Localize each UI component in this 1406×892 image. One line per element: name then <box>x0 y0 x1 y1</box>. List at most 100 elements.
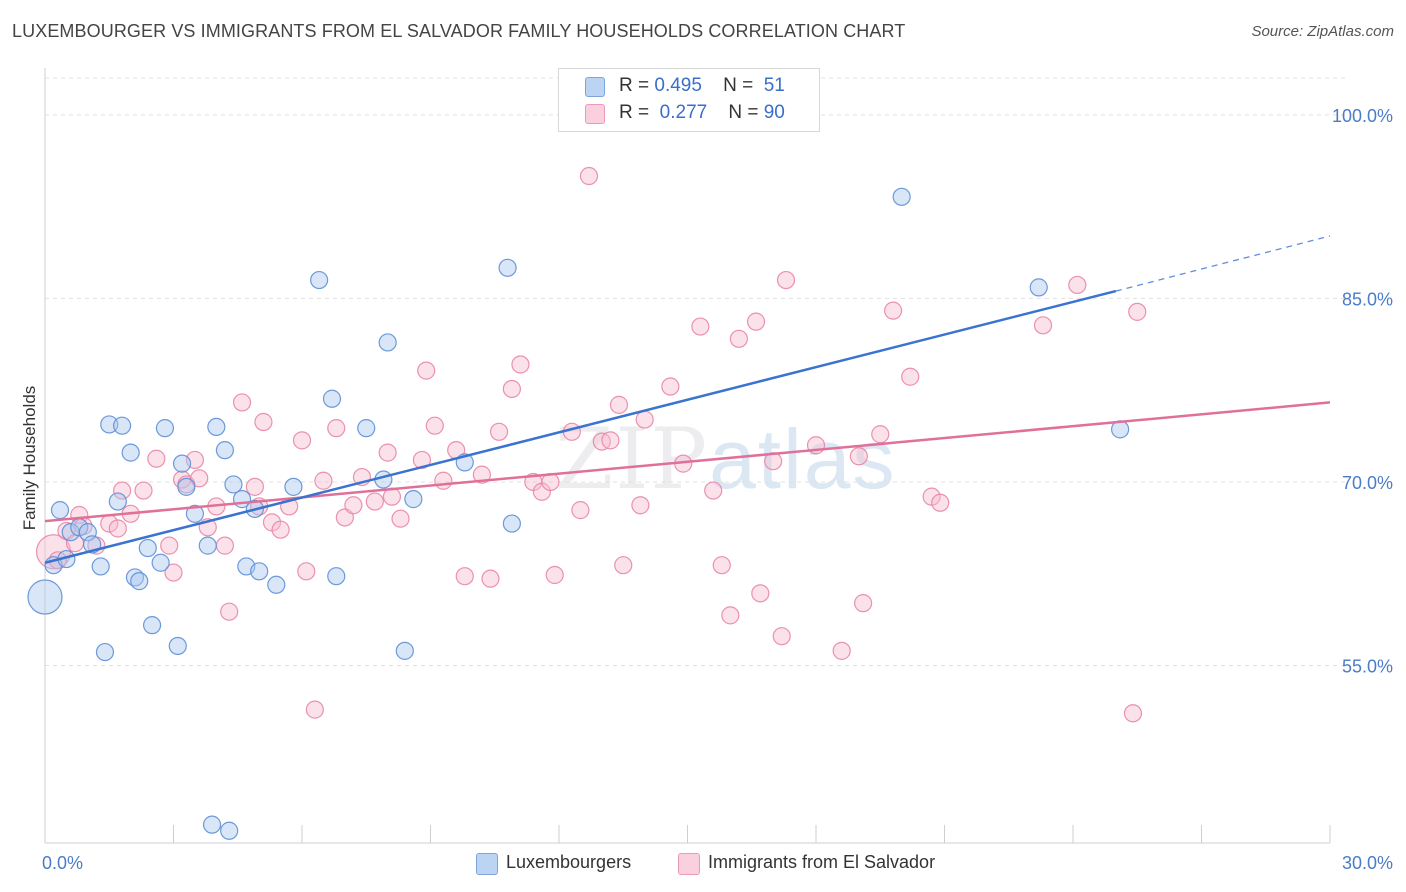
el-salvador-point <box>425 416 444 435</box>
luxembourger-point <box>327 567 346 586</box>
watermark: ZIPatlas <box>555 410 897 508</box>
blue-swatch <box>476 853 498 875</box>
el-salvador-point <box>571 501 590 520</box>
n-label: N = <box>723 75 754 96</box>
el-salvador-point <box>489 422 509 441</box>
luxembourger-point <box>202 815 222 834</box>
el-salvador-point <box>712 556 731 575</box>
el-salvador-point <box>883 301 903 320</box>
luxembourger-point <box>177 477 196 496</box>
y-tick-label: 100.0% <box>1332 106 1393 126</box>
y-axis-title: Family Households <box>20 385 39 531</box>
el-salvador-point <box>472 465 491 484</box>
el-salvador-point <box>729 329 749 348</box>
luxembourger-point <box>498 258 517 277</box>
el-salvador-point <box>746 312 766 331</box>
el-salvador-point <box>721 606 740 625</box>
luxembourger-point <box>151 553 170 572</box>
el-salvador-point <box>502 379 521 399</box>
el-salvador-trend-line <box>44 401 1331 523</box>
legend-label: Luxembourgers <box>506 852 632 872</box>
el-salvador-point <box>215 536 234 555</box>
pink-swatch <box>678 853 700 875</box>
el-salvador-point <box>614 556 633 575</box>
luxembourger-point <box>112 416 132 435</box>
luxembourger-point <box>357 419 376 438</box>
luxembourger-point <box>220 821 239 840</box>
el-salvador-point <box>391 509 410 528</box>
el-salvador-point <box>160 536 179 555</box>
luxembourger-point <box>198 536 217 555</box>
el-salvador-point <box>314 471 333 490</box>
el-salvador-point <box>1128 302 1147 321</box>
el-salvador-point <box>147 449 166 468</box>
el-salvador-point <box>305 700 324 719</box>
luxembourger-point <box>108 492 127 511</box>
el-salvador-point <box>751 584 770 603</box>
luxembourger-point <box>404 490 423 509</box>
chart-title: LUXEMBOURGER VS IMMIGRANTS FROM EL SALVA… <box>12 21 906 41</box>
el-salvador-point <box>245 477 264 496</box>
el-salvador-point <box>772 627 791 646</box>
grid-layer <box>45 77 1345 667</box>
el-salvador-point <box>412 450 432 470</box>
el-salvador-point <box>455 567 474 586</box>
luxembourger-point <box>207 417 226 437</box>
blue-swatch <box>585 77 605 97</box>
luxembourger-point <box>172 454 192 473</box>
axis-layer <box>44 68 1331 844</box>
luxembourger-trend-line <box>44 289 1117 564</box>
el-salvador-point <box>849 447 868 466</box>
luxembourger-point <box>378 333 397 352</box>
el-salvador-point <box>297 562 316 581</box>
luxembourger-point <box>185 504 205 523</box>
el-salvador-point <box>635 410 654 429</box>
el-salvador-point <box>271 520 290 539</box>
x-tick-label-max: 30.0% <box>1342 853 1393 873</box>
el-salvador-point <box>609 395 629 414</box>
el-salvador-point <box>579 166 599 186</box>
tick-labels: 55.0% 70.0% 85.0% 100.0% 0.0% 30.0% <box>42 106 1393 873</box>
el-salvador-point <box>631 496 650 515</box>
el-salvador-point <box>481 569 500 588</box>
el-salvador-point <box>931 493 950 512</box>
el-salvador-point <box>190 469 209 488</box>
trend-lines <box>44 235 1331 564</box>
correlation-legend: R = 0.495 N = 51 R = 0.277 N = 90 <box>558 68 820 132</box>
el-salvador-point <box>164 563 183 582</box>
luxembourger-point <box>95 642 115 662</box>
luxembourger-point <box>322 389 342 408</box>
el-salvador-point <box>434 471 453 490</box>
luxembourger-point <box>50 501 70 520</box>
el-salvador-point <box>378 443 397 462</box>
el-salvador-point <box>344 496 363 515</box>
luxembourger-point <box>121 443 140 462</box>
el-salvador-point <box>545 565 564 585</box>
r-value: 0.277 <box>659 102 708 123</box>
r-label: R = <box>619 75 650 96</box>
el-salvador-point <box>832 641 851 660</box>
luxembourger-point <box>892 187 911 206</box>
el-salvador-point <box>871 425 890 444</box>
el-salvador-point <box>511 355 530 374</box>
luxembourger-point <box>168 636 187 656</box>
el-salvador-point <box>1033 316 1053 335</box>
y-tick-label: 55.0% <box>1342 657 1393 677</box>
pink-swatch <box>585 104 605 124</box>
el-salvador-point <box>1068 275 1087 295</box>
el-salvador-point <box>365 492 384 511</box>
el-salvador-point <box>704 481 723 500</box>
el-salvador-point <box>854 594 873 613</box>
luxembourger-point <box>1029 278 1048 297</box>
luxembourger-point <box>224 475 243 494</box>
el-salvador-point <box>601 431 620 450</box>
x-tick-label-min: 0.0% <box>42 853 83 873</box>
el-salvador-point <box>232 393 252 412</box>
el-salvador-point <box>327 419 346 438</box>
el-salvador-point <box>691 317 710 336</box>
luxembourger-point <box>155 419 175 438</box>
luxembourger-point <box>395 641 414 660</box>
luxembourger-point <box>502 514 521 533</box>
el-salvador-point <box>292 431 312 450</box>
el-salvador-point <box>220 602 239 621</box>
